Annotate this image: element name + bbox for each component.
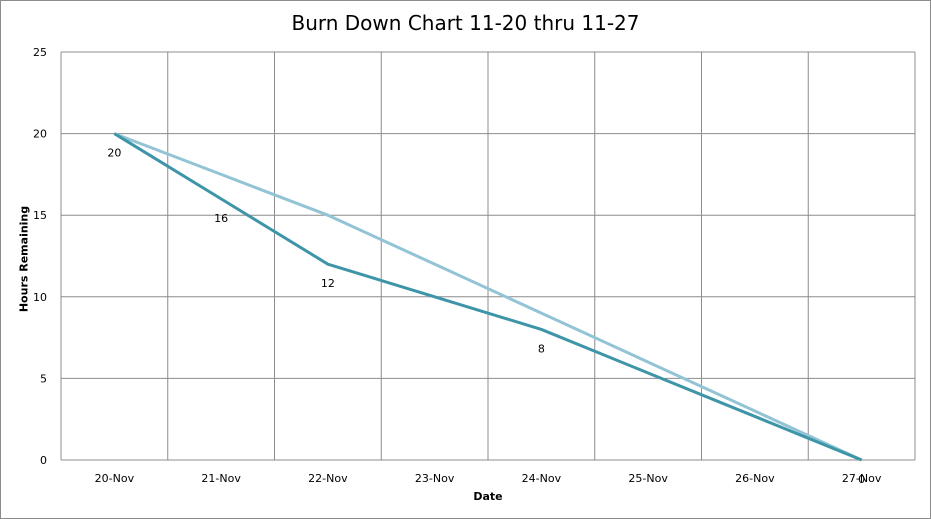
data-labels: 20 16 12 8 0 [107, 147, 865, 486]
grid [60, 51, 916, 461]
chart-title: Burn Down Chart 11-20 thru 11-27 [291, 11, 640, 35]
x-tick-label: 26-Nov [735, 472, 775, 485]
data-label: 8 [538, 342, 545, 355]
y-tick-label: 0 [40, 454, 47, 467]
data-label: 20 [107, 147, 121, 160]
data-label: 0 [858, 473, 865, 486]
x-axis-label: Date [473, 490, 503, 503]
y-tick-label: 25 [33, 46, 47, 59]
x-tick-label: 24-Nov [522, 472, 562, 485]
y-tick-label: 10 [33, 291, 47, 304]
data-label: 16 [214, 212, 228, 225]
x-tick-label: 25-Nov [628, 472, 668, 485]
y-tick-label: 20 [33, 128, 47, 141]
series-lines [113, 132, 863, 462]
data-label: 12 [321, 277, 335, 290]
y-tick-label: 15 [33, 209, 47, 222]
tick-labels: 0 5 10 15 20 25 20-Nov 21-Nov 22-Nov 23-Nov 24-Nov… [33, 46, 882, 485]
series-line [113, 132, 863, 462]
x-tick-label: 22-Nov [308, 472, 348, 485]
x-tick-label: 20-Nov [95, 472, 135, 485]
x-tick-label: 21-Nov [201, 472, 241, 485]
y-tick-label: 5 [40, 372, 47, 385]
x-tick-label: 27-Nov [842, 472, 882, 485]
x-tick-label: 23-Nov [415, 472, 455, 485]
series-line [113, 132, 863, 462]
